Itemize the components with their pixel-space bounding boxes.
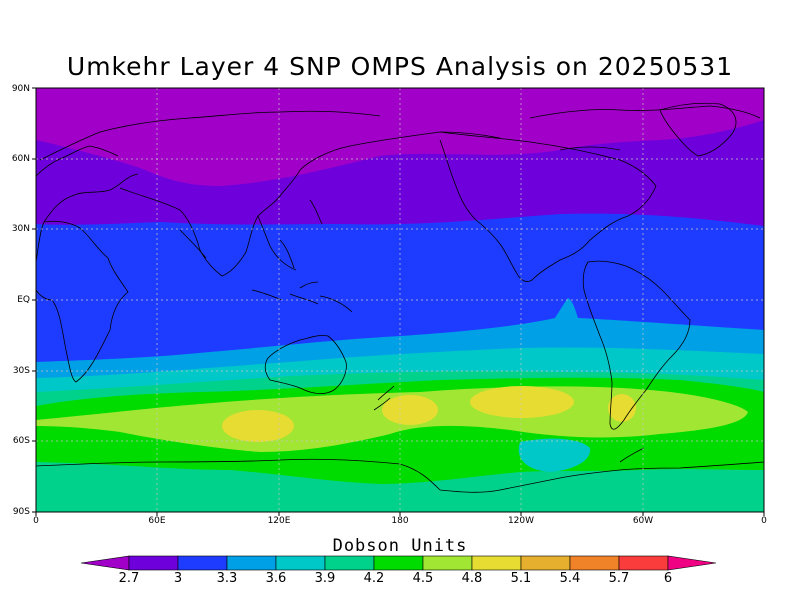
colorbar-swatch — [324, 555, 375, 571]
lat-label-eq: EQ — [17, 295, 30, 305]
colorbar-tick-label: 3.6 — [265, 571, 287, 586]
band-below-2.7 — [36, 88, 764, 186]
lat-label-30n: 30N — [11, 224, 30, 234]
colorbar-tick-label: 4.2 — [363, 571, 385, 586]
high-110E — [222, 410, 294, 442]
polar-low-patch — [518, 438, 591, 472]
lat-label-90s: 90S — [12, 507, 30, 517]
colorbar-swatch — [618, 555, 669, 571]
colorbar-swatch — [226, 555, 277, 571]
colorbar-tick-label: 2.7 — [118, 571, 140, 586]
south-polar-region — [36, 470, 764, 512]
colorbar-tick-label: 3.3 — [216, 571, 238, 586]
colorbar-tick-label: 5.1 — [510, 571, 532, 586]
gridlines — [36, 88, 764, 512]
tick-marks — [32, 87, 765, 516]
coastlines — [36, 102, 764, 493]
colorbar-swatch — [471, 555, 522, 571]
lat-label-60s: 60S — [12, 436, 30, 446]
lon-label-0-right: 0 — [761, 516, 767, 526]
colorbar-swatch — [275, 555, 326, 571]
high-175E — [382, 395, 438, 425]
colorbar-swatch — [373, 555, 424, 571]
lon-label-0-left: 0 — [33, 516, 39, 526]
colorbar-title: Dobson Units — [332, 536, 468, 556]
lon-label-180: 180 — [391, 516, 409, 526]
colorbar-tick-label: 3.9 — [314, 571, 336, 586]
colorbar-tick-label: 3 — [173, 571, 183, 586]
high-70W — [608, 394, 636, 422]
colorbar-swatch — [569, 555, 620, 571]
colorbar — [80, 555, 717, 571]
colorbar-swatch — [177, 555, 228, 571]
high-120W — [470, 386, 574, 418]
colorbar-tick-label: 4.5 — [412, 571, 434, 586]
colorbar-arrow-high — [667, 555, 717, 571]
colorbar-swatch — [520, 555, 571, 571]
colorbar-swatch — [128, 555, 179, 571]
lon-label-120e: 120E — [267, 516, 291, 526]
lon-label-60w: 60W — [632, 516, 654, 526]
chart-title: Umkehr Layer 4 SNP OMPS Analysis on 2025… — [66, 52, 734, 81]
colorbar-tick-label: 5.7 — [608, 571, 630, 586]
colorbar-swatch — [422, 555, 473, 571]
lon-label-120w: 120W — [507, 516, 535, 526]
colorbar-tick-label: 4.8 — [461, 571, 483, 586]
lat-label-90n: 90N — [11, 84, 30, 94]
lat-label-60n: 60N — [11, 154, 30, 164]
colorbar-tick-label: 6 — [663, 571, 673, 586]
colorbar-tick-label: 5.4 — [559, 571, 581, 586]
lon-label-60e: 60E — [148, 516, 166, 526]
colorbar-arrow-low — [80, 555, 130, 571]
lat-label-30s: 30S — [12, 366, 30, 376]
